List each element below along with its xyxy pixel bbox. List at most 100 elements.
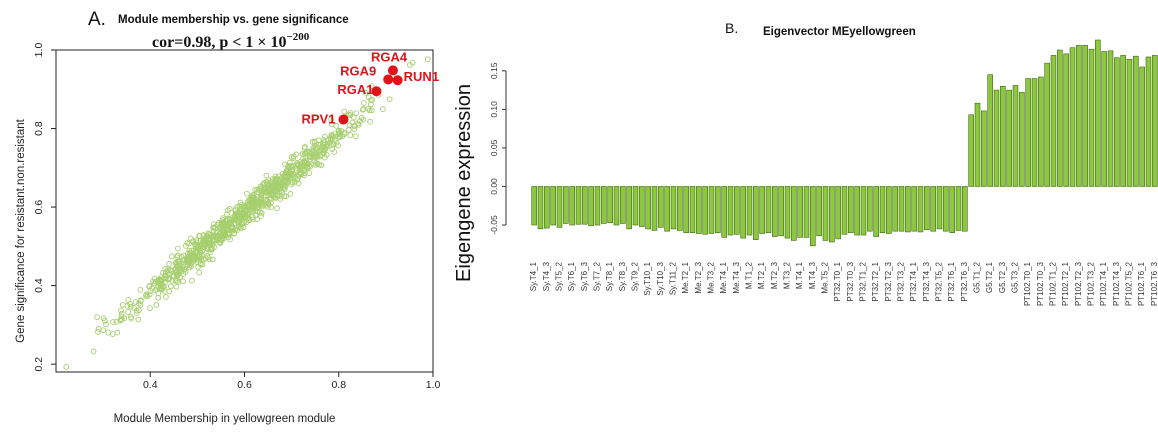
scatter-point xyxy=(368,83,375,89)
scatter-point xyxy=(332,130,339,137)
bar xyxy=(696,186,702,234)
scatter-point xyxy=(119,301,126,308)
category-label: Me.T5_2 xyxy=(821,261,830,293)
scatter-point xyxy=(160,284,167,290)
scatter-point xyxy=(346,122,353,129)
bar xyxy=(974,102,981,187)
scatter-point xyxy=(273,195,279,201)
scatter-point xyxy=(264,204,271,210)
y-tick-label: 0.8 xyxy=(33,121,45,136)
scatter-point xyxy=(333,123,340,129)
scatter-point xyxy=(299,151,306,158)
scatter-point xyxy=(230,227,236,234)
x-tick-label: 1.0 xyxy=(426,379,440,391)
bar xyxy=(1114,57,1120,187)
scatter-point xyxy=(333,139,340,146)
scatter-point xyxy=(263,172,270,179)
category-label: Me.T4_3 xyxy=(732,261,741,293)
y-axis-title: Gene significance for resistant.non.resi… xyxy=(15,118,27,343)
highlight-point-rga9 xyxy=(383,74,394,85)
scatter-plot-svg: A. Module membership vs. gene significan… xyxy=(15,9,440,425)
highlight-point-rga1 xyxy=(371,86,382,97)
correlation-text: cor=0.98, p < 1 × 10−200 xyxy=(152,31,310,51)
bar xyxy=(772,186,778,237)
bar xyxy=(835,186,841,240)
bar xyxy=(810,186,816,247)
scatter-point xyxy=(230,216,237,223)
bar xyxy=(886,186,892,234)
category-label: PT102.T5_2 xyxy=(1125,261,1134,306)
bar xyxy=(1095,39,1101,187)
category-label: PT32.T0_1 xyxy=(833,261,842,301)
panel-b-title: Eigenvector MEyellowgreen xyxy=(763,26,916,38)
scatter-point xyxy=(347,110,354,116)
scatter-point xyxy=(341,108,347,115)
category-label: PT32.T2_1 xyxy=(871,261,880,301)
bar xyxy=(841,186,848,235)
scatter-point xyxy=(249,192,256,199)
bar xyxy=(1069,47,1076,187)
scatter-point xyxy=(316,161,322,168)
category-label: Sy.T5_2 xyxy=(555,261,564,291)
category-label: PT32.T6_3 xyxy=(960,261,969,301)
scatter-point xyxy=(131,305,137,311)
scatter-point xyxy=(254,216,260,223)
scatter-point xyxy=(287,191,294,197)
x-axis-title: Module Membership in yellowgreen module xyxy=(114,413,336,425)
scatter-axes: 0.4 0.6 0.8 1.0 0.2 0.4 0.6 0.8 1.0 Module Member… xyxy=(15,43,440,425)
scatter-point xyxy=(360,116,367,123)
scatter-point xyxy=(109,331,116,337)
scatter-point xyxy=(124,302,131,309)
bar xyxy=(702,186,708,235)
scatter-point xyxy=(63,364,70,370)
scatter-point xyxy=(135,316,142,323)
scatter-point xyxy=(306,153,313,160)
bar xyxy=(1133,55,1139,187)
scatter-point xyxy=(184,256,190,263)
category-label: M.T4_1 xyxy=(795,261,804,289)
scatter-point xyxy=(306,170,313,176)
scatter-point xyxy=(175,258,182,265)
scatter-point xyxy=(193,237,200,244)
category-label: PT32.T0_3 xyxy=(846,261,855,301)
scatter-point xyxy=(200,232,207,239)
bar xyxy=(1000,85,1006,187)
highlight-label-rga9: RGA9 xyxy=(340,63,376,78)
scatter-point xyxy=(312,161,319,168)
y-tick-label: 0.10 xyxy=(489,101,499,118)
category-label: PT32.T4_1 xyxy=(909,261,918,301)
bar xyxy=(550,186,556,226)
bar xyxy=(683,186,689,234)
bar xyxy=(594,186,601,226)
bar xyxy=(664,186,670,232)
scatter-point xyxy=(341,129,348,136)
scatter-point xyxy=(174,245,181,252)
scatter-point xyxy=(152,279,159,285)
category-label: PT102.T1_2 xyxy=(1049,261,1058,306)
scatter-point xyxy=(229,223,236,230)
bar xyxy=(873,186,879,237)
scatter-point xyxy=(190,256,196,263)
scatter-point xyxy=(176,267,183,274)
bar xyxy=(1082,45,1088,187)
scatter-point xyxy=(169,278,176,284)
scatter-point xyxy=(137,286,144,293)
scatter-point xyxy=(270,188,277,194)
bar xyxy=(936,186,943,230)
scatter-point xyxy=(210,221,217,228)
bar xyxy=(1107,50,1114,187)
scatter-point xyxy=(155,290,162,297)
y-tick-label: 1.0 xyxy=(33,43,45,58)
scatter-point xyxy=(298,171,305,178)
bar xyxy=(544,186,550,229)
scatter-point xyxy=(166,261,173,267)
scatter-point xyxy=(166,288,172,295)
bar xyxy=(1088,48,1095,187)
bar xyxy=(924,186,930,230)
scatter-point xyxy=(202,241,208,248)
scatter-point xyxy=(207,246,214,253)
scatter-point xyxy=(174,252,181,259)
scatter-point xyxy=(277,181,284,188)
highlight-point-rga4 xyxy=(387,65,398,76)
category-label: Me.T3_2 xyxy=(707,261,716,293)
